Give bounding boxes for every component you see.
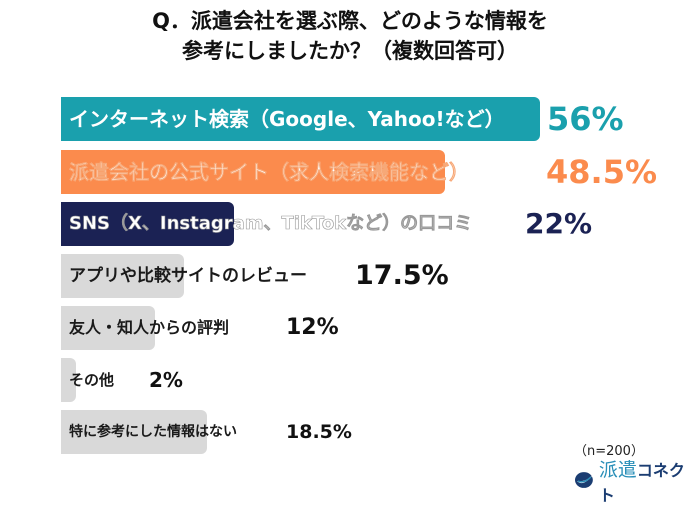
bar-value: 2% — [149, 368, 183, 392]
bar-value: 48.5% — [546, 153, 658, 191]
bar-friends — [61, 306, 155, 350]
bar-other — [61, 358, 76, 402]
bar-label: SNS（X、Instagram、TikTokなど）の口コミ — [69, 213, 473, 235]
brand-swoosh-icon — [574, 472, 594, 488]
bar-value: 12% — [286, 315, 339, 340]
bar-label: アプリや比較サイトのレビュー — [69, 266, 307, 286]
sample-size-note: （n=200） — [574, 444, 644, 459]
brand-logo: 派遣コネクト — [574, 459, 700, 505]
bar-none — [61, 410, 207, 454]
bar-label: 派遣会社の公式サイト（求人検索機能など） — [69, 160, 469, 184]
bar-value: 18.5% — [286, 421, 352, 443]
bar-official-site — [61, 150, 445, 194]
bar-app-review — [61, 254, 184, 298]
bar-label: その他 — [69, 371, 115, 389]
bar-value: 22% — [525, 207, 593, 240]
bar-sns — [61, 202, 234, 246]
bar-label: インターネット検索（Google、Yahoo!など） — [69, 107, 505, 131]
bar-label: 友人・知人からの評判 — [69, 318, 230, 337]
title-line-1: Q．派遣会社を選ぶ際、どのような情報を — [152, 9, 548, 33]
bar-internet-search — [61, 97, 540, 141]
bar-value: 56% — [547, 100, 624, 138]
bar-label: 特に参考にした情報はない — [69, 424, 237, 440]
title-line-2: 参考にしましたか？（複数回答可） — [182, 39, 518, 63]
bar-value: 17.5% — [355, 260, 449, 291]
chart-title: Q．派遣会社を選ぶ際、どのような情報を 参考にしましたか？（複数回答可） — [0, 6, 700, 66]
brand-name: 派遣コネクト — [599, 455, 700, 506]
brand-kanji: 派遣 — [598, 458, 637, 481]
